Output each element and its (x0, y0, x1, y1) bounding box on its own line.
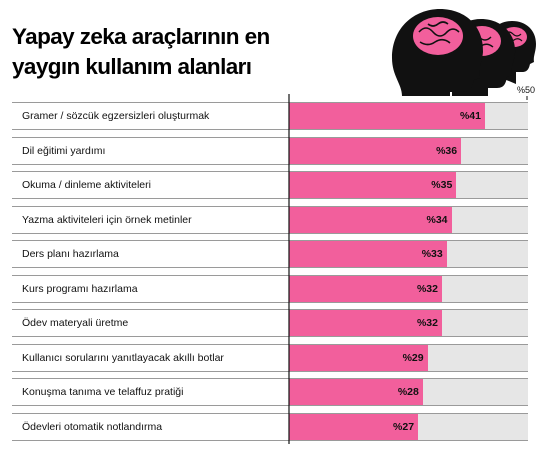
brain-heads-illustration (392, 9, 536, 96)
bar-row: Kurs programı hazırlama %32 (12, 274, 528, 303)
bar (289, 172, 457, 198)
bar-row: Yazma aktiviteleri için örnek metinler %3… (12, 205, 528, 234)
category-label: Ders planı hazırlama (22, 248, 119, 260)
bar-value-label: %36 (436, 144, 458, 157)
bar-row: Ders planı hazırlama %33 (12, 240, 528, 268)
category-label: Ödevleri otomatik notlandırma (22, 420, 163, 433)
category-label: Gramer / sözcük egzersizleri oluşturmak (22, 110, 210, 122)
bar (289, 310, 442, 336)
bar (289, 379, 423, 405)
category-label: Ödev materyali üretme (22, 317, 129, 329)
chart-title: Yapay zeka araçlarının en yaygın kullanı… (12, 24, 270, 79)
bar-track: %27 (289, 413, 528, 440)
bar-value-label: %41 (459, 110, 481, 122)
bar-track: %33 (289, 241, 528, 267)
bar-track: %29 (289, 344, 528, 371)
bar-row: Konuşma tanıma ve telaffuz pratiği %28 (12, 378, 528, 406)
bar-row: Ödev materyali üretme %32 (12, 309, 528, 337)
category-label: Dil eğitimi yardımı (22, 144, 106, 157)
axis-max-label: %50 (516, 85, 535, 95)
bar (289, 241, 447, 267)
bar-value-label: %35 (431, 179, 453, 191)
bar-value-label: %28 (397, 386, 419, 398)
category-label: Yazma aktiviteleri için örnek metinler (22, 213, 192, 226)
bar-track: %41 (289, 103, 528, 129)
bar (289, 344, 428, 371)
bar-track: %32 (289, 310, 528, 336)
bar-value-label: %33 (421, 248, 443, 260)
bar-row: Ödevleri otomatik notlandırma %27 (12, 412, 528, 441)
bar-value-label: %32 (416, 317, 438, 329)
bar-track: %36 (289, 137, 528, 164)
bar-track: %34 (289, 206, 528, 233)
bar (289, 413, 419, 440)
bar-track: %28 (289, 379, 528, 405)
bar (289, 275, 442, 302)
bar-value-label: %29 (402, 351, 424, 364)
bar-track: %35 (289, 172, 528, 198)
bar-row: Dil eğitimi yardımı %36 (12, 136, 528, 165)
bar-value-label: %27 (393, 420, 415, 433)
bar (289, 137, 462, 164)
bar-value-label: %32 (416, 282, 438, 295)
bar-row: Gramer / sözcük egzersizleri oluşturmak%… (12, 102, 528, 130)
bar-track: %32 (289, 275, 528, 302)
bar-row: Okuma / dinleme aktiviteleri %35 (12, 171, 528, 199)
bar-value-label: %34 (426, 213, 448, 226)
category-label: Konuşma tanıma ve telaffuz pratiği (22, 386, 184, 398)
head-large-icon (392, 9, 484, 96)
category-label: Kullanıcı sorularını yanıtlayacak akıllı… (22, 351, 224, 364)
category-label: Okuma / dinleme aktiviteleri (22, 179, 151, 191)
bar (289, 103, 485, 129)
category-label: Kurs programı hazırlama (22, 282, 138, 295)
bar (289, 206, 452, 233)
bar-row: Kullanıcı sorularını yanıtlayacak akıllı… (12, 343, 528, 372)
